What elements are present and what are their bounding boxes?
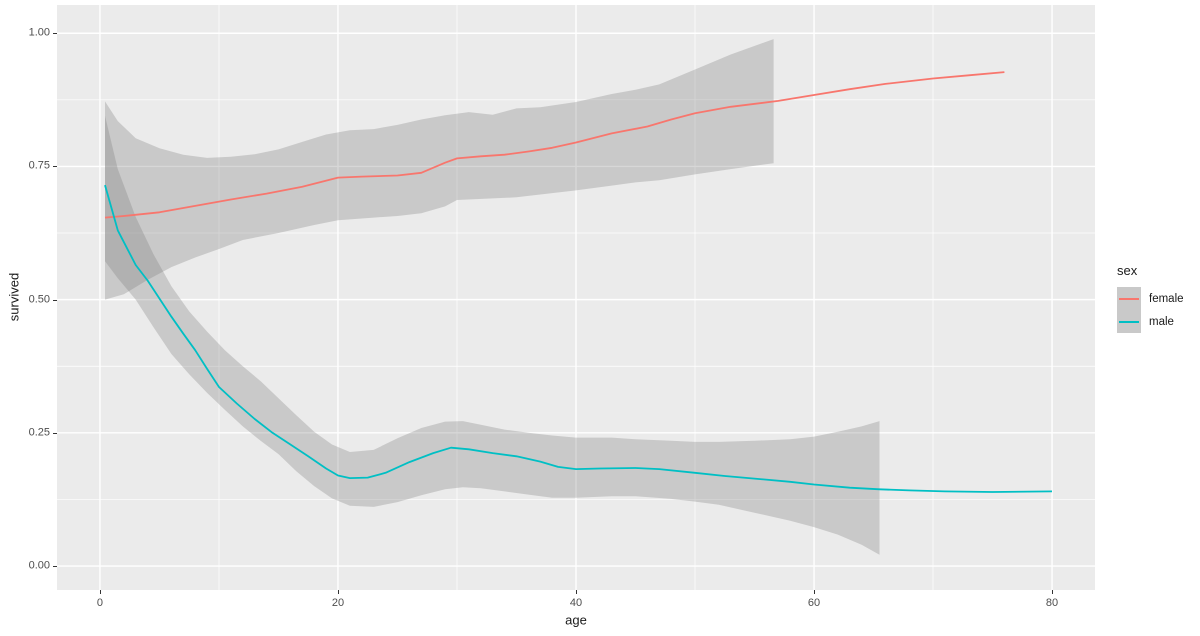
x-tick-label: 20 [331,597,345,609]
x-axis-title: age [565,612,587,628]
x-tick-mark [814,590,816,594]
x-tick-label: 40 [569,597,583,609]
y-tick-label: 0.25 [28,426,50,439]
x-tick-label: 80 [1045,597,1059,609]
ribbon-female [105,39,774,300]
x-tick-mark [1052,590,1054,594]
y-tick-mark [53,299,57,301]
x-tick-label: 0 [96,597,104,609]
plot-canvas [57,5,1095,590]
y-tick-mark [53,566,57,568]
y-tick-label: 0.75 [28,159,50,172]
y-tick-label: 0.50 [28,293,50,306]
y-tick-mark [53,166,57,168]
y-tick-mark [53,432,57,434]
smooth-line-female [104,71,1005,219]
x-tick-label: 60 [807,597,821,609]
x-tick-mark [337,590,339,594]
y-tick-label: 0.00 [28,559,50,572]
y-tick-label: 1.00 [28,26,50,39]
legend-key-line-female [1119,297,1139,300]
ribbon-male [105,115,880,555]
legend-key-line-male [1119,320,1139,323]
x-tick-mark [99,590,101,594]
y-axis-title: survived [6,272,22,322]
legend-label-female: female [1149,292,1184,305]
x-tick-mark [576,590,577,594]
plot-panel [57,5,1095,590]
smooth-line-male [104,184,1053,493]
y-tick-mark [53,33,57,35]
legend-keys: female male [1117,287,1184,333]
legend-entry-female: female [1117,287,1184,310]
legend-key-swatch-male [1117,310,1141,333]
legend: sex female male [1117,263,1184,333]
legend-entry-male: male [1117,310,1184,333]
legend-label-male: male [1149,315,1174,328]
legend-title: sex [1117,263,1138,278]
legend-key-swatch-female [1117,287,1141,310]
